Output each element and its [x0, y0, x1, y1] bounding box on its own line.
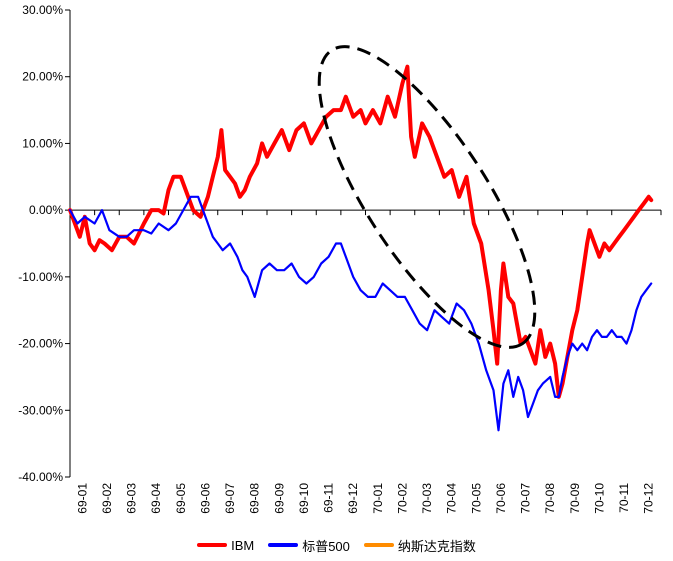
x-tick-label: 69-11 [322, 483, 336, 513]
x-tick-label: 69-09 [272, 483, 286, 514]
x-tick-label: 70-01 [371, 483, 385, 514]
x-tick-label: 70-09 [568, 483, 582, 514]
x-tick-label: 69-02 [100, 483, 114, 514]
y-tick-label: 20.00% [22, 70, 63, 84]
x-tick-label: 70-11 [617, 483, 631, 513]
legend-item-sp500: 标普500 [268, 536, 350, 555]
legend-swatch-nasdaq [363, 543, 394, 547]
series-lines [68, 64, 654, 432]
x-tick-label: 70-05 [469, 483, 483, 514]
x-tick-label: 69-08 [248, 483, 262, 514]
x-tick-label: 70-06 [494, 483, 508, 514]
line-chart: 30.00% 20.00% 10.00% 0.00% -10.00% -20.00% -30… [18, 3, 662, 514]
x-tick-label: 70-04 [445, 483, 459, 514]
x-tick-label: 70-10 [592, 483, 606, 514]
series-line-0 [68, 64, 654, 399]
y-tick-label: -30.00% [18, 403, 63, 417]
x-tick-label: 69-12 [346, 483, 360, 514]
x-tick-label: 70-12 [642, 483, 656, 514]
x-tick-label: 69-05 [174, 483, 188, 514]
legend: IBM 标普500 纳斯达克指数 [0, 533, 673, 557]
x-tick-label: 69-10 [297, 483, 311, 514]
legend-label-sp500: 标普500 [302, 538, 350, 554]
annotations [317, 45, 537, 349]
legend-item-nasdaq: 纳斯达克指数 [363, 536, 476, 555]
legend-swatch-sp500 [268, 543, 299, 547]
y-axis: 30.00% 20.00% 10.00% 0.00% -10.00% -20.00% -30… [18, 3, 71, 484]
x-tick-label: 70-03 [420, 483, 434, 514]
x-tick-label: 69-06 [198, 483, 212, 514]
x-tick-label: 70-02 [395, 483, 409, 514]
legend-item-ibm: IBM [197, 538, 254, 553]
y-tick-label: -40.00% [18, 470, 63, 484]
legend-label-nasdaq: 纳斯达克指数 [397, 538, 476, 554]
x-tick-label: 70-07 [519, 483, 533, 514]
dashed-ellipse-annotation [317, 45, 537, 349]
y-tick-label: -20.00% [18, 337, 63, 351]
legend-swatch-ibm [197, 543, 228, 547]
y-tick-label: 0.00% [29, 203, 63, 217]
x-tick-label: 69-03 [125, 483, 139, 514]
y-tick-label: -10.00% [18, 270, 63, 284]
x-tick-label: 69-04 [149, 483, 163, 514]
legend-label-ibm: IBM [231, 537, 255, 553]
y-tick-label: 30.00% [22, 3, 63, 17]
y-tick-label: 10.00% [22, 136, 63, 150]
x-axis: 69-01 69-02 69-03 69-04 69-05 69-06 69-07 69-08… [69, 209, 662, 514]
x-tick-label: 69-07 [223, 483, 237, 514]
x-tick-label: 69-01 [75, 483, 89, 514]
series-line-1 [68, 195, 653, 432]
x-tick-label: 70-08 [543, 483, 557, 514]
